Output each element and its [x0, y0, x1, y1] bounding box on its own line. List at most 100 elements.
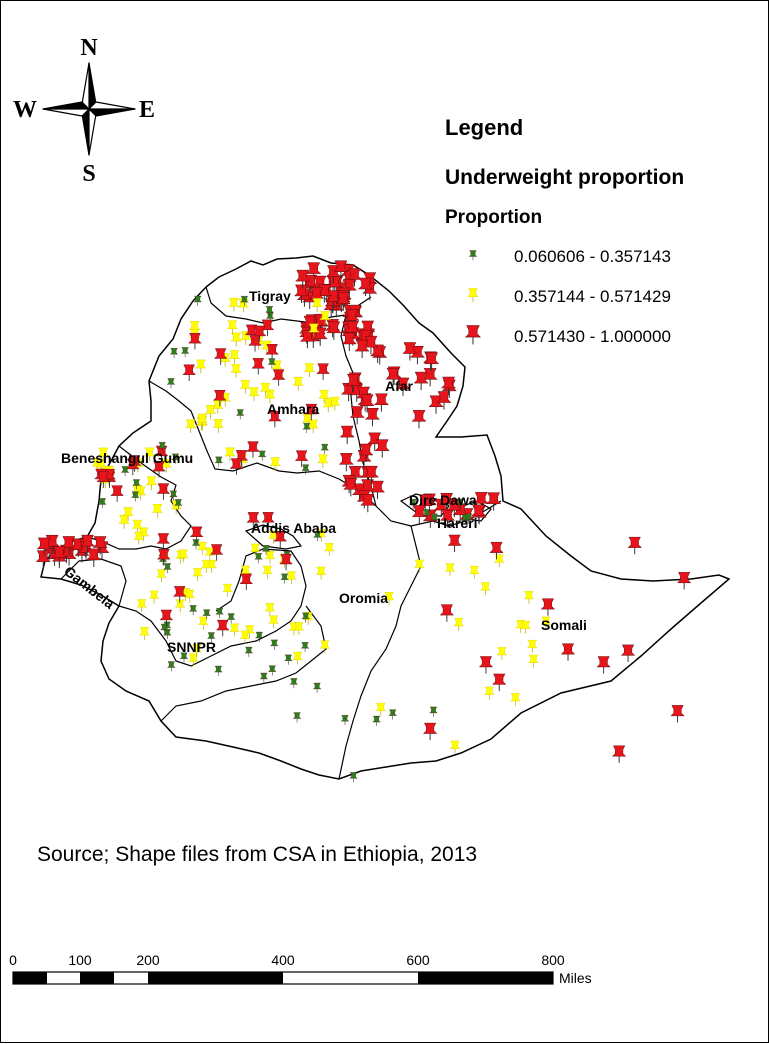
cluster-marker-class-1 — [132, 479, 141, 490]
cluster-marker-class-2 — [212, 419, 224, 433]
cluster-marker-class-3 — [152, 460, 166, 478]
cluster-marker-class-2 — [510, 693, 521, 706]
cluster-marker-class-2 — [259, 382, 272, 397]
cluster-marker-class-3 — [189, 526, 204, 544]
legend: Legend Underweight proportion Proportion… — [445, 115, 684, 346]
ethiopia-map — [40, 255, 731, 780]
cluster-marker-class-2 — [264, 603, 276, 616]
cluster-marker-class-3 — [411, 505, 427, 524]
cluster-marker-class-2 — [307, 419, 319, 434]
cluster-marker-class-3 — [239, 573, 254, 591]
cluster-marker-class-2 — [317, 454, 329, 469]
region-label-afar: Afar — [385, 378, 414, 394]
scale-tick-400: 400 — [271, 952, 295, 968]
cluster-marker-class-2 — [191, 644, 203, 657]
cluster-marker-class-2 — [228, 350, 241, 365]
cluster-marker-class-1 — [284, 654, 293, 665]
legend-class-3-label: 0.571430 - 1.000000 — [514, 327, 671, 346]
cluster-marker-class-1 — [163, 629, 172, 640]
cluster-marker-class-3 — [279, 553, 293, 571]
region-label-snnpr: SNNPR — [167, 639, 216, 655]
legend-class-3-symbol — [465, 325, 481, 345]
cluster-marker-class-2 — [480, 582, 491, 596]
legend-class-2-symbol — [467, 288, 479, 302]
cluster-marker-class-2 — [264, 550, 276, 564]
cluster-marker-class-1 — [254, 553, 263, 564]
cluster-marker-class-2 — [184, 589, 196, 603]
region-label-dire-dawa: Dire Dawa — [409, 492, 477, 508]
cluster-marker-class-1 — [408, 498, 418, 510]
cluster-marker-class-3 — [370, 344, 386, 363]
cluster-marker-class-3 — [439, 604, 455, 622]
legend-title: Legend — [445, 115, 523, 140]
cluster-marker-class-1 — [226, 613, 236, 624]
cluster-marker-class-3 — [411, 410, 427, 429]
cluster-marker-class-1 — [313, 531, 322, 542]
scale-tick-200: 200 — [136, 952, 160, 968]
cluster-marker-class-1 — [270, 639, 279, 650]
cluster-marker-class-1 — [131, 491, 140, 502]
cluster-marker-class-3 — [36, 537, 52, 556]
cluster-marker-class-2 — [528, 654, 539, 668]
cluster-marker-class-1 — [166, 378, 176, 389]
cluster-marker-class-2 — [311, 298, 323, 312]
cluster-marker-class-1 — [268, 665, 277, 676]
cluster-marker-class-2 — [292, 376, 304, 391]
cluster-marker-class-3 — [125, 458, 140, 476]
cluster-marker-class-2 — [204, 405, 217, 419]
cluster-marker-class-1 — [280, 573, 289, 584]
cluster-marker-class-1 — [255, 631, 264, 642]
cluster-marker-class-3 — [92, 536, 108, 555]
cluster-marker-class-3 — [156, 533, 171, 550]
cluster-marker-class-2 — [319, 311, 331, 325]
cluster-marker-class-3 — [86, 548, 102, 567]
cluster-marker-class-1 — [202, 609, 211, 620]
cluster-marker-class-3 — [670, 705, 685, 723]
cluster-marker-class-2 — [136, 599, 148, 613]
cluster-marker-class-1 — [179, 652, 189, 663]
region-label-beneshangul-gumu: Beneshangul Gumu — [61, 450, 193, 466]
cluster-marker-class-3 — [436, 391, 452, 410]
cluster-marker-class-1 — [191, 539, 201, 550]
cluster-marker-class-3 — [215, 619, 230, 637]
cluster-marker-class-3 — [413, 371, 429, 391]
cluster-marker-class-3 — [354, 339, 370, 359]
cluster-marker-class-3 — [304, 403, 319, 421]
cluster-marker-class-2 — [303, 363, 316, 378]
cluster-marker-class-3 — [234, 450, 249, 467]
cluster-marker-class-2 — [496, 647, 508, 660]
cluster-marker-class-3 — [676, 572, 692, 590]
cluster-marker-class-1 — [422, 509, 431, 520]
cluster-marker-class-2 — [453, 618, 465, 631]
compass-west-label: W — [13, 97, 37, 123]
cluster-marker-class-1 — [180, 347, 190, 358]
cluster-marker-class-2 — [122, 507, 134, 521]
scale-tick-100: 100 — [68, 952, 92, 968]
cluster-marker-class-2 — [468, 565, 480, 579]
cluster-marker-class-1 — [320, 443, 329, 455]
compass-north-label: N — [80, 35, 98, 61]
cluster-marker-class-1 — [388, 709, 397, 720]
cluster-marker-class-3 — [489, 541, 504, 560]
cluster-marker-class-3 — [611, 745, 627, 763]
region-labels: Tigray Afar Amhara Beneshangul Gumu Dire… — [61, 288, 587, 655]
cluster-marker-class-3 — [402, 342, 418, 361]
legend-class-1-symbol — [468, 250, 478, 261]
cluster-markers — [35, 260, 692, 783]
cluster-marker-class-3 — [295, 269, 311, 289]
cluster-marker-class-3 — [471, 504, 487, 523]
region-label-amhara: Amhara — [267, 401, 319, 417]
cluster-marker-class-3 — [96, 471, 111, 489]
cluster-marker-class-1 — [340, 715, 350, 726]
country-outline — [40, 255, 731, 780]
cluster-marker-class-2 — [133, 531, 145, 545]
cluster-marker-class-2 — [414, 559, 425, 573]
cluster-marker-class-3 — [596, 656, 611, 674]
cluster-marker-class-3 — [246, 512, 261, 529]
cluster-marker-class-1 — [171, 453, 180, 464]
scale-tick-800: 800 — [541, 952, 565, 968]
cluster-marker-class-3 — [345, 373, 362, 393]
cluster-marker-class-2 — [145, 476, 158, 491]
cluster-marker-class-3 — [252, 325, 267, 343]
